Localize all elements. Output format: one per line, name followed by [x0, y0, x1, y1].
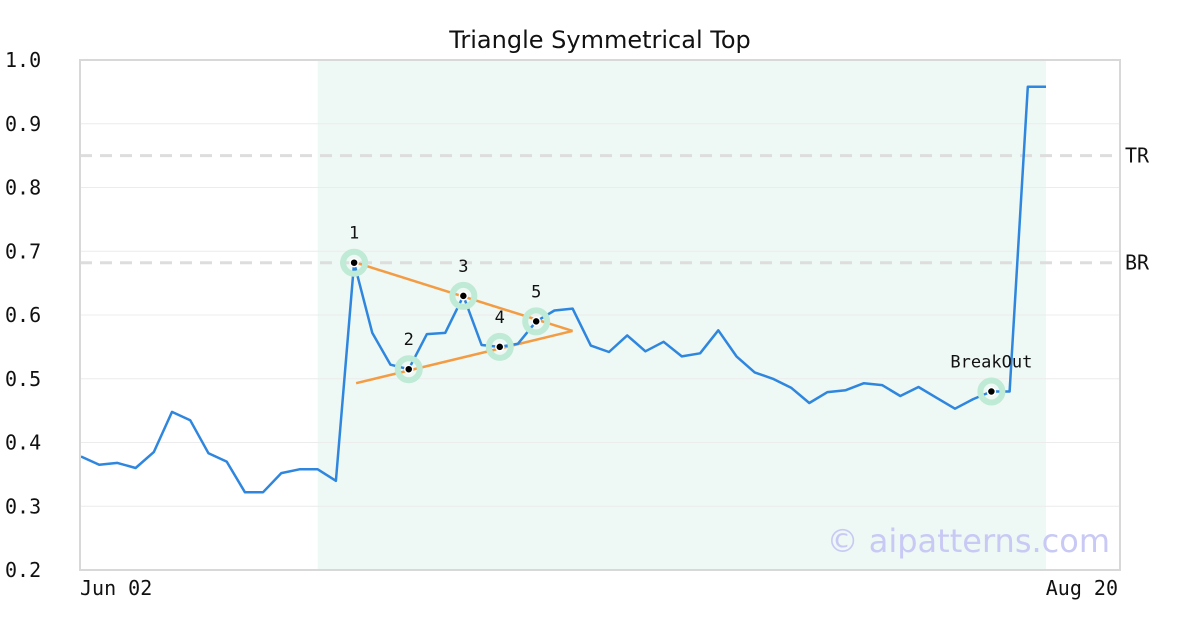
chart-title: Triangle Symmetrical Top	[448, 26, 751, 54]
y-tick-label: 0.3	[5, 494, 41, 518]
y-tick-label: 0.7	[5, 239, 41, 263]
level-label: TR	[1125, 144, 1150, 168]
pattern-point-label: 5	[531, 282, 541, 302]
pattern-point-ring	[394, 355, 423, 384]
watermark: © aipatterns.com	[827, 522, 1110, 560]
plot-frame	[79, 59, 1121, 571]
x-tick-label: Jun 02	[80, 576, 152, 600]
pattern-point-ring	[449, 281, 478, 310]
price-series-line	[80, 85, 1046, 494]
pattern-point-dot	[531, 316, 541, 327]
y-tick-label: 0.2	[5, 558, 41, 582]
pattern-point-dot	[458, 291, 469, 301]
pattern-point-label: 2	[404, 330, 414, 350]
pattern-point-dot	[986, 386, 997, 397]
triangle-line	[355, 329, 573, 385]
level-label: BR	[1125, 251, 1150, 275]
pattern-point-ring	[977, 377, 1006, 406]
pattern-point-dot	[349, 257, 359, 268]
pattern-point-dot	[403, 364, 414, 374]
x-tick-label: Aug 20	[1046, 576, 1118, 600]
pattern-point-ring	[485, 332, 514, 361]
pattern-point-label: 4	[495, 308, 505, 328]
y-tick-label: 0.4	[5, 431, 41, 455]
pattern-point-ring	[522, 307, 551, 336]
pattern-point-label: 3	[458, 257, 468, 277]
y-tick-label: 0.5	[5, 367, 41, 391]
pattern-point-label: 1	[349, 224, 359, 244]
pattern-point-ring	[340, 248, 369, 277]
pattern-point-label: BreakOut	[950, 353, 1032, 373]
y-tick-label: 0.9	[5, 112, 41, 136]
y-tick-label: 0.6	[5, 303, 41, 327]
y-tick-label: 1.0	[5, 48, 41, 72]
pattern-point-dot	[495, 342, 505, 352]
y-tick-label: 0.8	[5, 176, 41, 200]
